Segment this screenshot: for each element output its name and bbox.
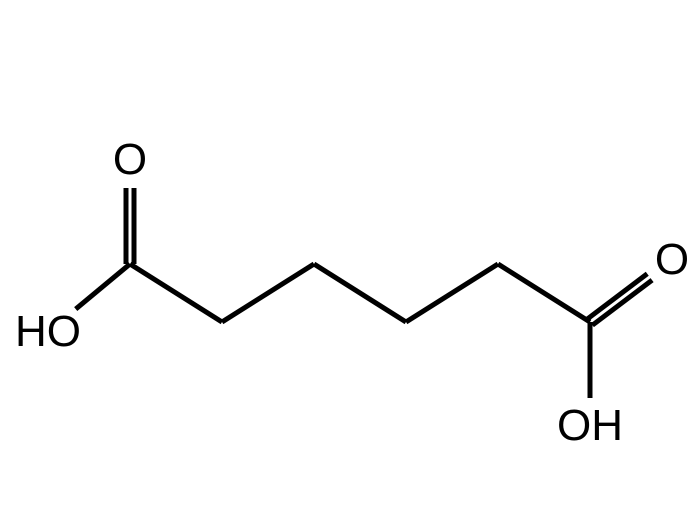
atom-label-o1: O [113,138,147,182]
atom-label-oh1: HO [15,310,81,354]
molecule-canvas: O HO O OH [0,0,696,520]
atom-label-o2: O [655,238,689,282]
atom-label-oh2: OH [557,404,623,448]
